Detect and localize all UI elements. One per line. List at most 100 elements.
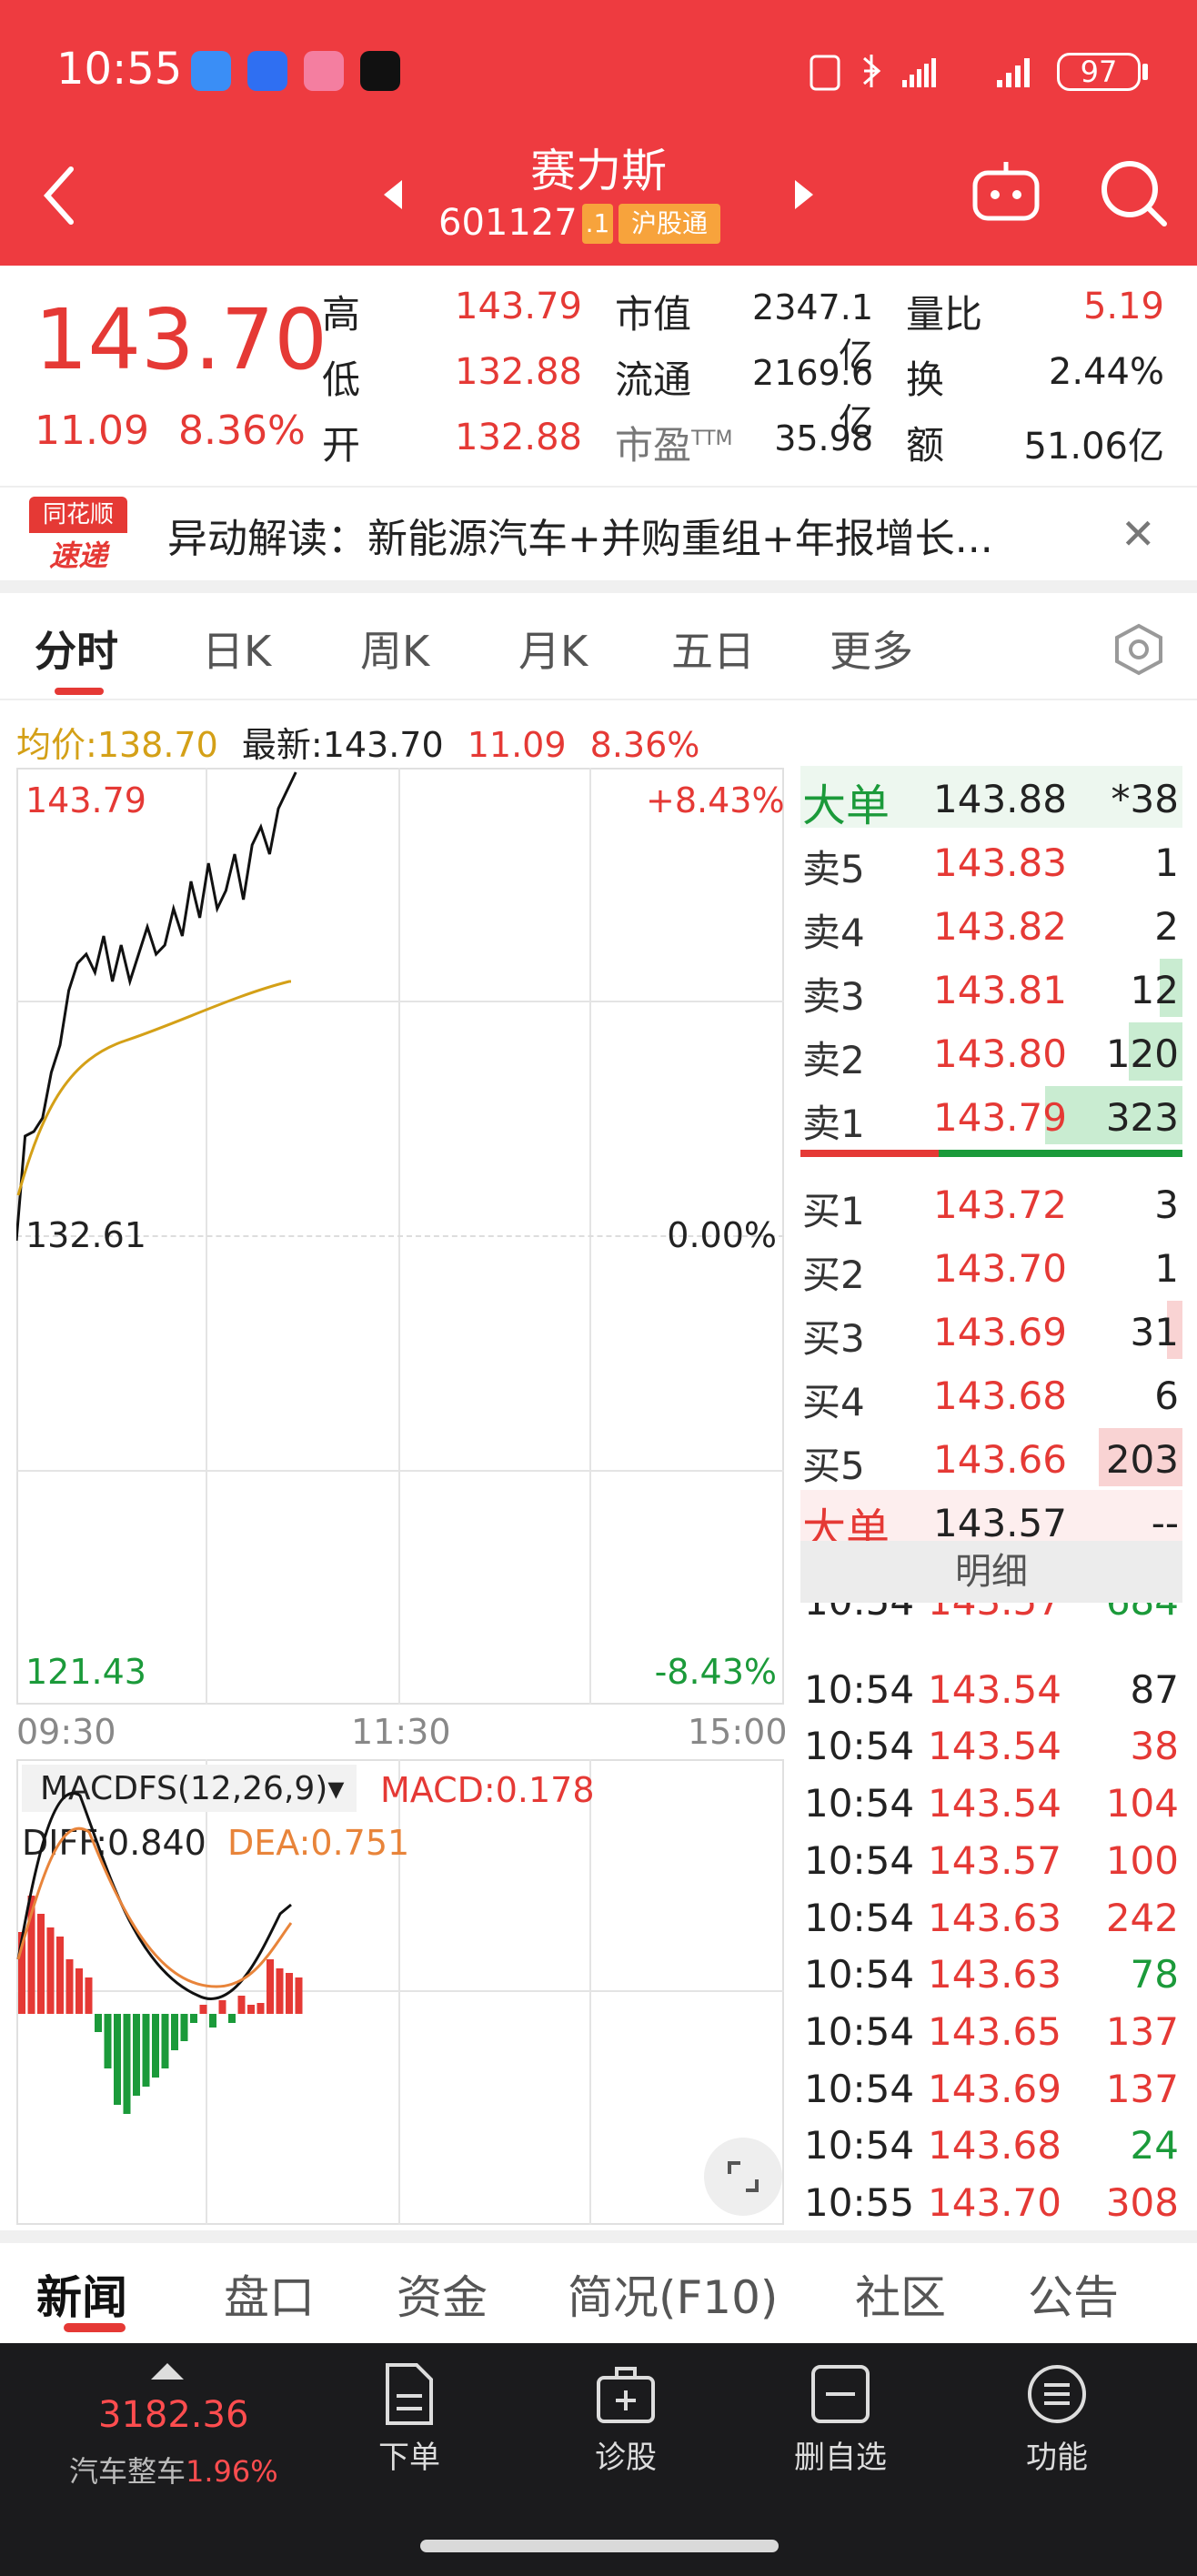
btab-orderbook[interactable]: 盘口 — [224, 2271, 315, 2324]
amount-value: 51.06亿 — [1023, 426, 1164, 468]
orderbook-price: 143.81 — [933, 968, 1067, 1012]
orderbook-row[interactable]: 卖4 143.82 2 — [800, 893, 1182, 955]
macd-bar — [142, 2014, 150, 2087]
macd-bar — [209, 2014, 216, 2028]
btab-community[interactable]: 社区 — [855, 2271, 946, 2324]
macd-bar — [104, 2014, 112, 2068]
tick-row: 10:54 143.57 100 — [800, 1831, 1182, 1887]
tab-daily-k[interactable]: 日K — [202, 627, 272, 676]
orderbook-row[interactable]: 卖3 143.81 12 — [800, 957, 1182, 1019]
tick-price: 143.63 — [928, 1952, 1061, 1997]
back-icon[interactable] — [40, 164, 80, 227]
btab-announcements[interactable]: 公告 — [1028, 2271, 1119, 2324]
macd-bar — [75, 1968, 83, 2014]
volume-bar — [1129, 1022, 1182, 1081]
chat-app-icon — [191, 51, 231, 91]
next-stock-icon[interactable] — [791, 178, 815, 211]
medkit-icon — [597, 2367, 655, 2423]
divider — [0, 699, 1197, 700]
cell-signal-icon — [997, 58, 1030, 87]
tab-monthly-k[interactable]: 月K — [518, 627, 588, 676]
home-indicator[interactable] — [420, 2540, 779, 2552]
info-pct: 8.36% — [589, 725, 700, 765]
robot-assistant-icon[interactable] — [970, 160, 1042, 224]
prev-stock-icon[interactable] — [382, 178, 406, 211]
tick-price: 143.65 — [928, 2008, 1061, 2054]
tick-price: 143.68 — [928, 2123, 1061, 2168]
macd-title[interactable]: MACDFS(12,26,9)▾ — [40, 1770, 345, 1807]
orderbook-row[interactable]: 买1 143.72 3 — [800, 1172, 1182, 1233]
remove-watchlist-button[interactable]: 删自选 — [759, 2361, 922, 2477]
active-tab-indicator — [64, 2323, 126, 2332]
functions-button[interactable]: 功能 — [975, 2361, 1139, 2477]
btab-funds[interactable]: 资金 — [397, 2271, 488, 2324]
stock-code: 601127 — [438, 202, 578, 244]
x-end-label: 15:00 — [688, 1712, 788, 1752]
orderbook-price: 143.66 — [933, 1437, 1067, 1482]
orderbook-row[interactable]: 大单 143.88 *38 — [800, 766, 1182, 831]
close-icon[interactable]: ✕ — [1121, 509, 1156, 558]
divider — [0, 580, 1197, 593]
macd-bar — [171, 2014, 178, 2050]
macd-bar — [18, 1932, 25, 2014]
tab-more[interactable]: 更多 — [830, 627, 913, 676]
orderbook-volume: 1 — [1154, 840, 1179, 885]
orderbook-row[interactable]: 买4 143.68 6 — [800, 1363, 1182, 1424]
orderbook-row[interactable]: 买3 143.69 31 — [800, 1299, 1182, 1361]
orderbook-volume: 120 — [1105, 1031, 1179, 1076]
btab-news[interactable]: 新闻 — [36, 2271, 127, 2324]
search-icon[interactable] — [1097, 156, 1170, 229]
orderbook-label: 卖5 — [802, 847, 865, 891]
news-alert-bar[interactable] — [0, 486, 1197, 580]
macd-selector[interactable] — [22, 1765, 357, 1812]
latest-value: 143.70 — [322, 725, 444, 765]
orderbook-volume: 1 — [1154, 1246, 1179, 1291]
price-line — [16, 771, 297, 1242]
orderbook-row[interactable]: 买5 143.66 203 — [800, 1426, 1182, 1488]
orderbook-row[interactable]: 买2 143.70 1 — [800, 1235, 1182, 1297]
y-bottom-label: 121.43 — [25, 1652, 146, 1692]
pct-top-label: +8.43% — [646, 780, 785, 820]
orderbook-row[interactable]: 卖5 143.83 1 — [800, 830, 1182, 891]
app-header: 10:55 97 赛力斯 601127 .1 沪股通 — [0, 0, 1197, 266]
diagnose-button[interactable]: 诊股 — [544, 2361, 708, 2477]
macd-bar — [256, 2003, 265, 2014]
volume-bar — [1160, 959, 1182, 1017]
index-value[interactable]: 3182.36 — [98, 2394, 249, 2436]
orderbook-label: 买3 — [802, 1316, 865, 1361]
chart-info-line: 均价:138.70 最新:143.70 11.09 8.36% — [16, 717, 699, 767]
tick-row: 10:54 143.57 684 — [800, 1603, 1182, 1630]
orderbook-price: 143.79 — [933, 1095, 1067, 1140]
news-alert-text[interactable]: 异动解读：新能源汽车+并购重组+年报增长... — [167, 516, 993, 562]
btab-profile[interactable]: 简况(F10) — [568, 2271, 779, 2324]
orderbook-label: 卖4 — [802, 911, 865, 955]
orderbook-row[interactable]: 卖1 143.79 323 — [800, 1084, 1182, 1146]
settings-hexagon-icon[interactable] — [1112, 622, 1166, 677]
high-value: 143.79 — [455, 286, 582, 327]
tick-volume: 308 — [1105, 2180, 1179, 2225]
tab-intraday[interactable]: 分时 — [35, 627, 118, 676]
tick-row: 10:54 143.68 24 — [800, 2116, 1182, 2172]
tick-price: 143.69 — [928, 2066, 1061, 2111]
orderbook-volume: 323 — [1105, 1095, 1179, 1140]
orderbook-price: 143.82 — [933, 904, 1067, 949]
avg-price-line — [16, 980, 291, 1196]
tag-suffix: .1 — [582, 204, 613, 244]
dea-value: DEA:0.751 — [227, 1823, 410, 1863]
order-button[interactable]: 下单 — [327, 2361, 491, 2477]
detail-header[interactable]: 明细 — [800, 1541, 1182, 1603]
low-value: 132.88 — [455, 351, 582, 393]
pe-sup: TTM — [691, 428, 733, 450]
tick-row: 10:54 143.63 78 — [800, 1945, 1182, 2001]
orderbook-volume: 3 — [1154, 1182, 1179, 1227]
float-label: 流通 — [615, 357, 692, 402]
macd-bar — [237, 1996, 246, 2014]
sector-info[interactable]: 汽车整车1.96% — [69, 2454, 278, 2489]
tab-weekly-k[interactable]: 周K — [360, 627, 430, 676]
macd-panel[interactable] — [16, 1759, 784, 2225]
fullscreen-button[interactable] — [704, 2138, 782, 2216]
menu-circle-icon — [1028, 2365, 1086, 2423]
macd-bar — [65, 1959, 74, 2014]
tab-five-day[interactable]: 五日 — [671, 627, 755, 676]
orderbook-row[interactable]: 卖2 143.80 120 — [800, 1021, 1182, 1082]
